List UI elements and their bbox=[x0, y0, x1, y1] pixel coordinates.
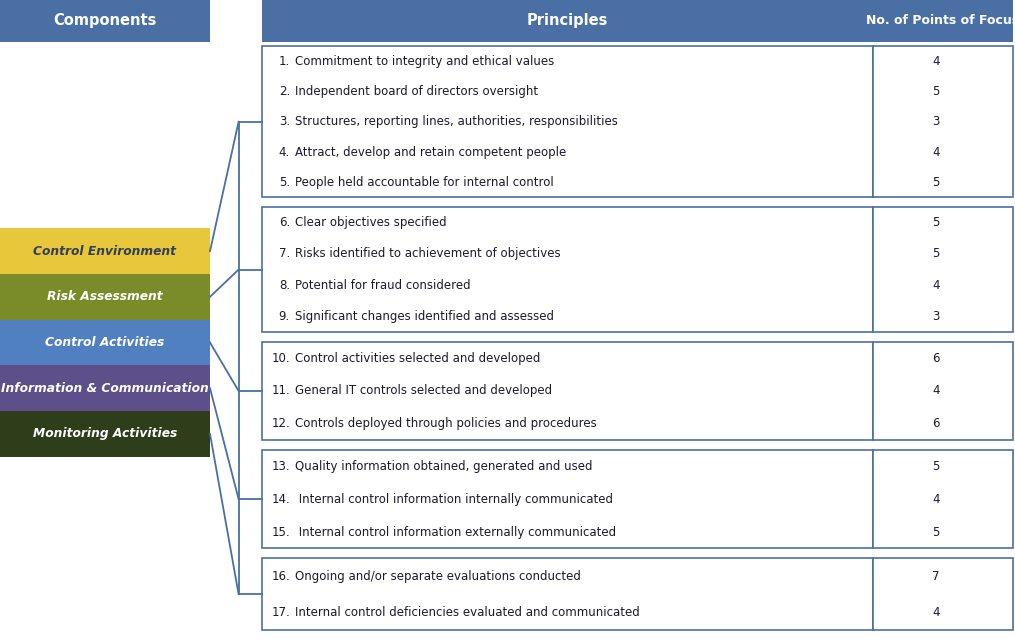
Text: 5: 5 bbox=[933, 525, 940, 539]
Text: 6: 6 bbox=[932, 417, 940, 430]
Text: 11.: 11. bbox=[271, 385, 290, 397]
Text: Internal control information internally communicated: Internal control information internally … bbox=[295, 493, 613, 505]
Bar bbox=[0, 411, 210, 457]
Text: 6.: 6. bbox=[279, 216, 290, 229]
Text: Risks identified to achievement of objectives: Risks identified to achievement of objec… bbox=[295, 247, 560, 261]
Text: Control Activities: Control Activities bbox=[46, 336, 164, 349]
Text: 4: 4 bbox=[932, 146, 940, 158]
Text: Principles: Principles bbox=[527, 13, 608, 29]
Bar bbox=[262, 207, 873, 332]
Text: Risk Assessment: Risk Assessment bbox=[47, 290, 162, 304]
Text: 5.: 5. bbox=[279, 176, 290, 189]
Bar bbox=[262, 450, 873, 548]
Text: Internal control information externally communicated: Internal control information externally … bbox=[295, 525, 616, 539]
Text: Monitoring Activities: Monitoring Activities bbox=[32, 427, 178, 440]
Text: Information & Communication: Information & Communication bbox=[1, 381, 209, 395]
Text: No. of Points of Focus: No. of Points of Focus bbox=[867, 15, 1015, 27]
Text: Commitment to integrity and ethical values: Commitment to integrity and ethical valu… bbox=[295, 55, 554, 68]
Text: 5: 5 bbox=[933, 216, 940, 229]
Bar bbox=[873, 46, 1013, 197]
Bar bbox=[873, 450, 1013, 548]
Text: Clear objectives specified: Clear objectives specified bbox=[295, 216, 447, 229]
Bar bbox=[262, 342, 873, 440]
Text: Structures, reporting lines, authorities, responsibilities: Structures, reporting lines, authorities… bbox=[295, 115, 618, 128]
Bar bbox=[0, 228, 210, 274]
Text: Control Environment: Control Environment bbox=[33, 245, 177, 258]
Text: 5: 5 bbox=[933, 176, 940, 189]
Text: People held accountable for internal control: People held accountable for internal con… bbox=[295, 176, 554, 189]
Bar bbox=[262, 46, 873, 197]
Text: Control activities selected and developed: Control activities selected and develope… bbox=[295, 351, 540, 365]
Bar bbox=[0, 366, 210, 411]
Bar bbox=[0, 320, 210, 366]
Text: 14.: 14. bbox=[271, 493, 290, 505]
Text: 3.: 3. bbox=[279, 115, 290, 128]
Text: 15.: 15. bbox=[271, 525, 290, 539]
Text: 4: 4 bbox=[932, 385, 940, 397]
Text: 6: 6 bbox=[932, 351, 940, 365]
Bar bbox=[0, 274, 210, 320]
Text: Controls deployed through policies and procedures: Controls deployed through policies and p… bbox=[295, 417, 597, 430]
Text: Components: Components bbox=[54, 13, 156, 29]
Text: 3: 3 bbox=[933, 115, 940, 128]
Text: Quality information obtained, generated and used: Quality information obtained, generated … bbox=[295, 460, 593, 473]
Text: Attract, develop and retain competent people: Attract, develop and retain competent pe… bbox=[295, 146, 566, 158]
Text: 17.: 17. bbox=[271, 606, 290, 619]
Bar bbox=[0, 0, 210, 42]
Text: 7: 7 bbox=[932, 569, 940, 583]
Bar bbox=[262, 0, 873, 42]
Text: 4: 4 bbox=[932, 493, 940, 505]
Text: 7.: 7. bbox=[279, 247, 290, 261]
Text: 4: 4 bbox=[932, 55, 940, 68]
Text: 16.: 16. bbox=[271, 569, 290, 583]
Bar bbox=[873, 207, 1013, 332]
Text: General IT controls selected and developed: General IT controls selected and develop… bbox=[295, 385, 552, 397]
Bar bbox=[873, 342, 1013, 440]
Text: 4.: 4. bbox=[279, 146, 290, 158]
Bar bbox=[262, 558, 873, 630]
Text: 5: 5 bbox=[933, 247, 940, 261]
Text: 9.: 9. bbox=[279, 310, 290, 323]
Text: 5: 5 bbox=[933, 85, 940, 98]
Text: 3: 3 bbox=[933, 310, 940, 323]
Text: 13.: 13. bbox=[271, 460, 290, 473]
Bar bbox=[873, 0, 1013, 42]
Text: 8.: 8. bbox=[279, 279, 290, 292]
Text: 2.: 2. bbox=[279, 85, 290, 98]
Text: Ongoing and/or separate evaluations conducted: Ongoing and/or separate evaluations cond… bbox=[295, 569, 581, 583]
Bar bbox=[873, 558, 1013, 630]
Text: Internal control deficiencies evaluated and communicated: Internal control deficiencies evaluated … bbox=[295, 606, 639, 619]
Text: 1.: 1. bbox=[279, 55, 290, 68]
Text: 5: 5 bbox=[933, 460, 940, 473]
Text: 10.: 10. bbox=[271, 351, 290, 365]
Text: Significant changes identified and assessed: Significant changes identified and asses… bbox=[295, 310, 554, 323]
Text: Potential for fraud considered: Potential for fraud considered bbox=[295, 279, 471, 292]
Text: 4: 4 bbox=[932, 279, 940, 292]
Text: Independent board of directors oversight: Independent board of directors oversight bbox=[295, 85, 538, 98]
Text: 4: 4 bbox=[932, 606, 940, 619]
Text: 12.: 12. bbox=[271, 417, 290, 430]
